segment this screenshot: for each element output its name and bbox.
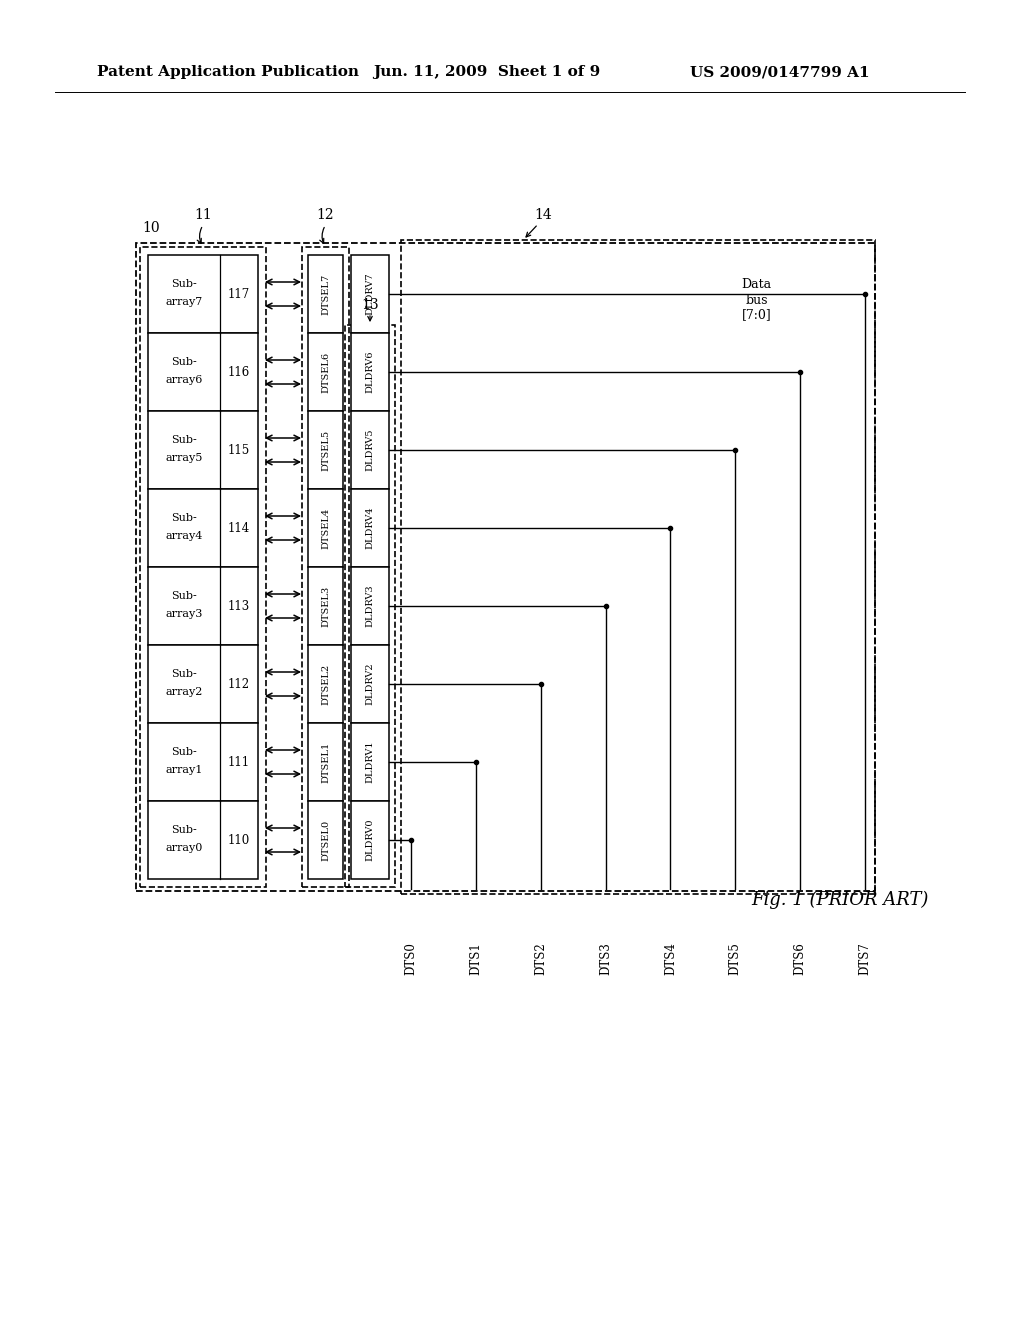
Text: DTS1: DTS1 [469,942,482,974]
Bar [351,333,389,411]
Text: US 2009/0147799 A1: US 2009/0147799 A1 [690,65,869,79]
Text: Data
bus
[7:0]: Data bus [7:0] [741,279,771,322]
Text: DTS4: DTS4 [664,942,677,975]
Bar [351,723,389,801]
Text: DLDRV0: DLDRV0 [366,818,375,861]
Bar [351,645,389,723]
Text: Patent Application Publication: Patent Application Publication [97,65,359,79]
Bar [308,255,343,333]
Text: Sub-: Sub- [171,825,197,836]
Text: 113: 113 [228,599,250,612]
Text: 117: 117 [228,288,250,301]
Bar [401,240,874,894]
Text: Sub-: Sub- [171,356,197,367]
Text: DTS7: DTS7 [858,942,871,975]
Text: DLDRV6: DLDRV6 [366,351,375,393]
Bar [140,247,266,887]
Text: DTSEL5: DTSEL5 [321,429,330,470]
Bar [351,801,389,879]
Text: DTSEL0: DTSEL0 [321,820,330,861]
Text: 111: 111 [228,755,250,768]
Text: DTS6: DTS6 [794,942,807,975]
Bar [351,568,389,645]
Text: 116: 116 [228,366,250,379]
Text: Jun. 11, 2009  Sheet 1 of 9: Jun. 11, 2009 Sheet 1 of 9 [373,65,600,79]
Bar [351,411,389,488]
Bar [308,488,343,568]
Text: DLDRV2: DLDRV2 [366,663,375,705]
Text: DTS2: DTS2 [535,942,547,974]
Text: DTSEL3: DTSEL3 [321,585,330,627]
Bar [148,333,258,411]
Text: array4: array4 [165,531,203,541]
Text: Sub-: Sub- [171,591,197,601]
Text: DTS3: DTS3 [599,942,612,975]
Text: 14: 14 [535,209,552,222]
Bar [148,568,258,645]
Text: array7: array7 [165,297,203,308]
Text: DLDRV7: DLDRV7 [366,273,375,315]
Bar [148,723,258,801]
Text: Sub-: Sub- [171,747,197,756]
Text: array0: array0 [165,843,203,853]
Text: 114: 114 [228,521,250,535]
Bar [148,488,258,568]
Text: array1: array1 [165,766,203,775]
Bar [148,255,258,333]
Text: DLDRV3: DLDRV3 [366,585,375,627]
Text: 12: 12 [316,209,334,222]
Text: array5: array5 [165,453,203,463]
Text: DTS5: DTS5 [729,942,741,975]
Bar [302,247,349,887]
Bar [148,801,258,879]
Text: array6: array6 [165,375,203,385]
Bar [351,255,389,333]
Text: 13: 13 [361,298,379,312]
Text: Sub-: Sub- [171,513,197,523]
Text: Sub-: Sub- [171,436,197,445]
Text: DTS0: DTS0 [404,942,418,975]
Text: 10: 10 [142,220,160,235]
Bar [351,488,389,568]
Bar [148,411,258,488]
Text: DTSEL6: DTSEL6 [321,351,330,392]
Bar [136,243,874,891]
Bar [308,645,343,723]
Text: 112: 112 [228,677,250,690]
Text: DTSEL1: DTSEL1 [321,742,330,783]
Text: Sub-: Sub- [171,669,197,678]
Text: array3: array3 [165,609,203,619]
Text: DTSEL7: DTSEL7 [321,273,330,314]
Bar [308,333,343,411]
Text: array2: array2 [165,686,203,697]
Text: DLDRV4: DLDRV4 [366,507,375,549]
Bar [308,568,343,645]
Bar [345,325,395,887]
Bar [308,411,343,488]
Bar [308,801,343,879]
Text: DTSEL2: DTSEL2 [321,664,330,705]
Text: DLDRV1: DLDRV1 [366,741,375,783]
Text: 11: 11 [195,209,212,222]
Text: DTSEL4: DTSEL4 [321,507,330,549]
Bar [148,645,258,723]
Text: Sub-: Sub- [171,279,197,289]
Text: DLDRV5: DLDRV5 [366,429,375,471]
Bar [308,723,343,801]
Text: 115: 115 [228,444,250,457]
Text: Fig. 1 (PRIOR ART): Fig. 1 (PRIOR ART) [752,891,929,909]
Text: 110: 110 [228,833,250,846]
